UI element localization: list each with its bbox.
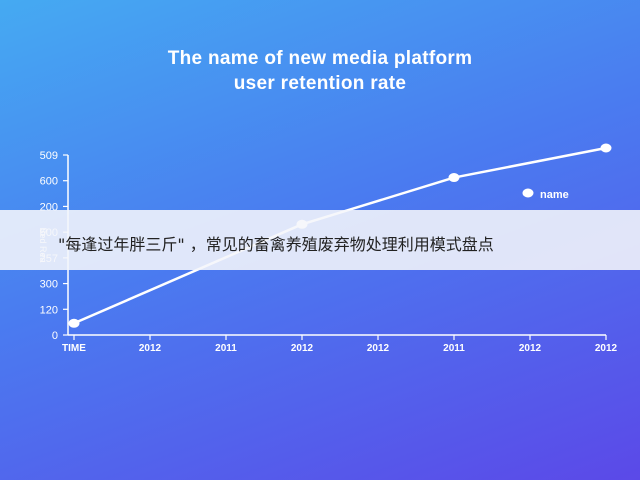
y-tick-label: 509 bbox=[40, 150, 58, 162]
x-tick-label: 2012 bbox=[139, 343, 162, 354]
chart-title-line2: user retention rate bbox=[233, 73, 407, 94]
legend-label: name bbox=[540, 189, 569, 201]
y-tick-label: 0 bbox=[52, 330, 58, 342]
chart-title-line1: The name of new media platform bbox=[167, 48, 473, 69]
x-tick-label: 2011 bbox=[443, 343, 465, 354]
series-line bbox=[73, 146, 607, 325]
y-tick-label: 300 bbox=[40, 279, 58, 291]
data-point bbox=[600, 143, 612, 153]
x-tick-label: 2012 bbox=[595, 343, 618, 354]
caption-text: "每逢过年胖三斤" ，常见的畜禽养殖废弃物处理利用模式盘点 bbox=[58, 235, 494, 254]
legend-marker bbox=[522, 188, 534, 198]
x-tick-label: TIME bbox=[62, 343, 86, 354]
y-tick-label: 120 bbox=[40, 304, 58, 316]
x-tick-label: 2012 bbox=[291, 343, 314, 354]
data-point bbox=[448, 173, 460, 183]
y-tick-label: 600 bbox=[40, 176, 58, 188]
x-tick-label: 2012 bbox=[519, 343, 542, 354]
caption-banner: "每逢过年胖三斤" ，常见的畜禽养殖废弃物处理利用模式盘点 bbox=[0, 210, 640, 270]
x-tick-label: 2011 bbox=[215, 343, 237, 354]
data-point bbox=[68, 318, 80, 328]
x-tick-label: 2012 bbox=[367, 343, 390, 354]
